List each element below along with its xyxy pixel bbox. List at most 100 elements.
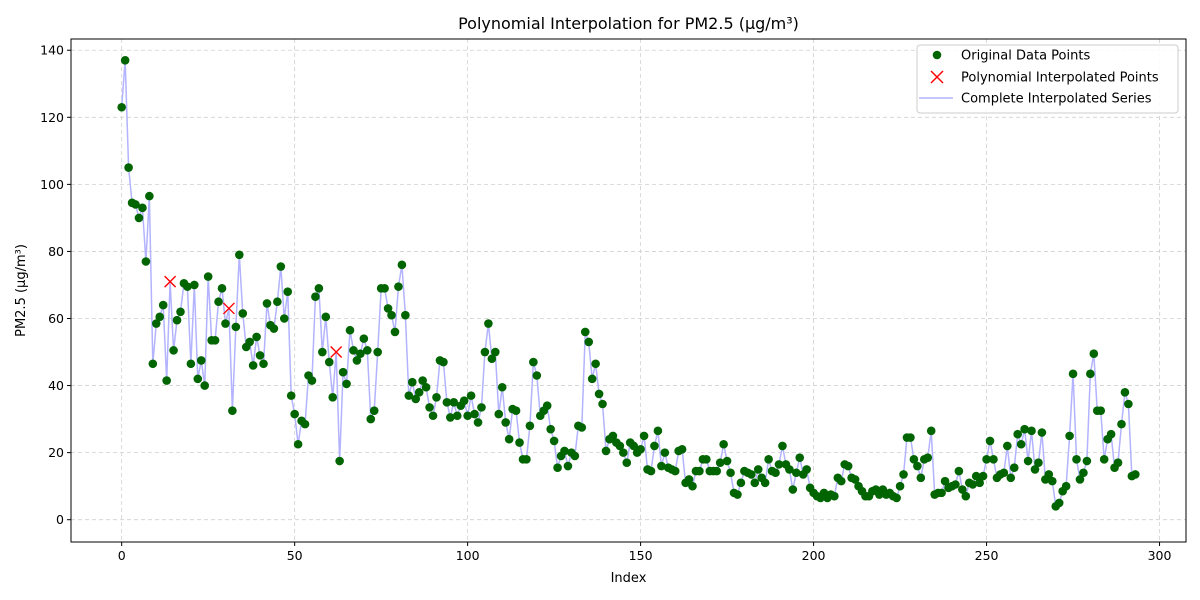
original-data-point [951, 480, 960, 489]
original-data-point [286, 391, 296, 400]
original-data-point [760, 478, 770, 488]
original-data-point [1054, 498, 1064, 508]
original-data-point [463, 411, 472, 421]
interpolated-point [330, 346, 343, 359]
original-data-point [300, 419, 310, 429]
original-data-point [968, 480, 978, 489]
legend-label-original: Original Data Points [961, 49, 1090, 64]
original-data-point [909, 455, 919, 464]
original-data-point [117, 102, 126, 112]
original-data-point [401, 310, 410, 320]
original-data-point [1013, 429, 1022, 439]
original-data-point [892, 493, 901, 503]
original-data-point [764, 455, 773, 464]
original-data-point [999, 468, 1009, 478]
original-data-point [553, 463, 562, 473]
original-data-point [906, 433, 915, 442]
original-data-point [719, 439, 728, 449]
original-data-point [318, 347, 327, 357]
original-data-point [982, 455, 991, 464]
original-data-point [442, 398, 452, 407]
legend-label-interpolated: Polynomial Interpolated Points [961, 71, 1159, 86]
original-data-point [363, 346, 372, 355]
original-data-point [276, 262, 286, 271]
original-data-point [446, 413, 455, 422]
original-data-point [356, 349, 365, 359]
original-data-point [619, 448, 628, 457]
original-data-point [670, 466, 680, 476]
original-data-point [158, 300, 168, 310]
original-data-point [522, 455, 531, 464]
original-data-point [733, 490, 742, 499]
original-data-point [269, 324, 279, 333]
original-data-point [601, 446, 611, 456]
original-data-point [1061, 481, 1071, 491]
original-data-point [418, 376, 427, 385]
original-data-point [217, 284, 227, 293]
axes-frame [70, 38, 1187, 543]
original-data-point [273, 297, 282, 307]
x-tick-label: 200 [802, 548, 826, 563]
original-data-point [231, 322, 241, 332]
original-data-point [407, 377, 417, 387]
original-data-point [196, 356, 206, 365]
original-data-point [926, 426, 936, 436]
original-data-point [580, 327, 590, 337]
ticks: 0 50 100 150 200 250 300 0 20 40 60 80 100 120 140 [40, 43, 1171, 563]
original-data-point [421, 382, 431, 392]
original-data-point [439, 357, 448, 367]
original-data-point [1106, 429, 1116, 439]
original-data-point [684, 475, 694, 484]
original-data-point [345, 325, 355, 335]
original-data-point [1124, 399, 1133, 409]
original-data-point [411, 394, 421, 404]
original-data-point [736, 478, 746, 488]
original-data-point [712, 466, 722, 476]
original-data-point [899, 470, 908, 479]
original-data-point [394, 282, 403, 291]
original-data-point [134, 213, 144, 223]
original-data-point [141, 257, 151, 266]
original-data-point [958, 485, 967, 494]
legend-x-marker [930, 70, 944, 84]
y-tick-label: 0 [56, 512, 64, 527]
original-data-point [546, 424, 555, 434]
original-data-point [359, 334, 369, 343]
original-data-point [1044, 470, 1054, 479]
original-data-point [342, 379, 351, 389]
series-layer [117, 55, 1140, 511]
original-data-point [176, 307, 185, 317]
original-data-point [795, 453, 805, 462]
original-data-point [688, 481, 697, 491]
original-data-point [978, 471, 988, 481]
original-data-point [480, 347, 490, 357]
original-data-point [985, 436, 995, 446]
original-data-point [1027, 426, 1036, 436]
original-data-point [373, 347, 382, 357]
legend-label-complete-series: Complete Interpolated Series [961, 92, 1152, 107]
original-data-point [1089, 349, 1099, 359]
original-data-point [380, 284, 389, 293]
original-data-point [771, 468, 780, 478]
original-data-point [1006, 473, 1016, 483]
original-data-point [210, 335, 220, 345]
original-data-point [525, 421, 535, 431]
original-data-point [940, 476, 950, 486]
legend-box [916, 44, 1179, 114]
original-data-point [1117, 419, 1126, 429]
original-data-point [677, 444, 687, 454]
original-data-point [203, 272, 213, 281]
original-data-point [477, 403, 486, 412]
original-data-point [328, 393, 338, 402]
y-tick-label: 20 [48, 445, 64, 460]
original-data-point [255, 351, 265, 360]
original-data-point [311, 292, 320, 302]
original-data-point [1020, 424, 1029, 434]
original-data-point [459, 396, 469, 405]
original-data-point [1099, 455, 1109, 464]
original-data-point [591, 359, 600, 369]
original-data-point [494, 409, 504, 419]
original-data-point [695, 466, 704, 476]
original-data-point [636, 444, 645, 454]
original-data-point [279, 314, 289, 323]
